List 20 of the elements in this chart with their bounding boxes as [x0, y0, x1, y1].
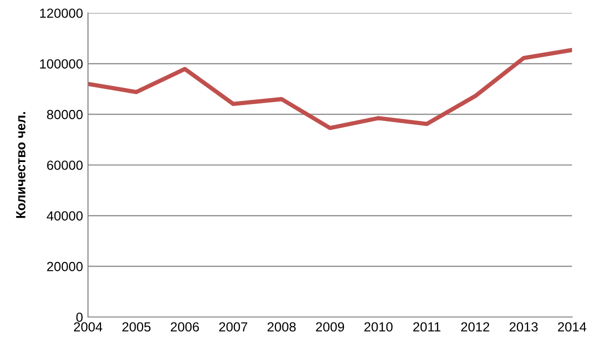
line-series	[88, 48, 572, 130]
y-tick-label: 20000	[47, 262, 83, 272]
y-axis-title: Количество чел.	[16, 112, 26, 218]
x-tick-label: 2005	[122, 322, 151, 332]
y-tick-label: 40000	[46, 211, 83, 221]
x-tick-label: 2006	[170, 322, 199, 332]
y-tick-label: 120000	[40, 8, 83, 18]
x-tick-label: 2013	[510, 322, 538, 332]
y-tick-label: 80000	[47, 110, 83, 120]
x-tick-label: 2010	[364, 322, 393, 332]
y-tick-label: 0	[76, 312, 83, 322]
x-tick-label: 2009	[316, 322, 344, 332]
x-tick-label: 2012	[461, 322, 490, 332]
x-tick-label: 2007	[219, 322, 248, 332]
x-tick-label: 2014	[558, 322, 586, 332]
x-tick-label: 2011	[413, 322, 440, 332]
y-tick-label: 60000	[47, 160, 83, 170]
x-tick-label: 2004	[74, 322, 102, 332]
x-tick-label: 2008	[268, 322, 296, 332]
y-tick-label: 100000	[40, 59, 83, 69]
